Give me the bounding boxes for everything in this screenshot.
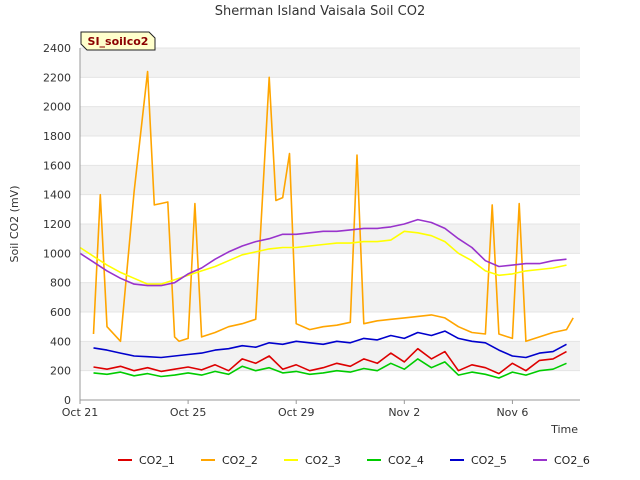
legend-item: CO2_6 <box>533 454 590 467</box>
y-tick-label: 2000 <box>43 101 71 114</box>
y-tick-label: 200 <box>50 365 71 378</box>
y-tick-label: 2200 <box>43 71 71 84</box>
series-line-co2-5 <box>93 330 567 359</box>
legend-label: CO2_2 <box>222 454 258 467</box>
grid-band <box>80 224 580 254</box>
y-tick-label: 2400 <box>43 42 71 55</box>
y-axis-ticks: 0 200 400 600 800 1000 1200 1400 1600 1800 2000 220… <box>43 42 71 407</box>
badge-box <box>80 31 156 51</box>
x-tick-label: Nov 6 <box>496 406 528 419</box>
x-tick-label: Oct 29 <box>278 406 315 419</box>
legend-item: CO2_1 <box>118 454 175 467</box>
legend-label: CO2_4 <box>388 454 424 467</box>
x-axis-label: Time <box>550 423 578 436</box>
y-tick-label: 1400 <box>43 189 71 202</box>
legend-item: CO2_3 <box>284 454 341 467</box>
grid-band <box>80 48 580 78</box>
y-tick-label: 1800 <box>43 130 71 143</box>
x-tick-label: Nov 2 <box>388 406 420 419</box>
x-tick-label: Oct 21 <box>62 406 99 419</box>
y-tick-label: 0 <box>64 394 71 407</box>
badge-label: SI_soilco2 <box>88 35 149 48</box>
legend-item: CO2_4 <box>367 454 424 467</box>
y-tick-label: 600 <box>50 306 71 319</box>
legend: CO2_1 CO2_2 CO2_3 CO2_4 CO2_5 CO2_6 <box>118 454 590 467</box>
series-lines <box>79 70 574 379</box>
series-line-co2-3 <box>79 230 567 285</box>
x-axis-ticks: Oct 21 Oct 25 Oct 29 Nov 2 Nov 6 <box>62 400 528 419</box>
y-tick-label: 800 <box>50 277 71 290</box>
legend-label: CO2_1 <box>139 454 175 467</box>
y-tick-label: 1600 <box>43 159 71 172</box>
grid-band <box>80 282 580 312</box>
legend-label: CO2_3 <box>305 454 341 467</box>
dataset-badge: SI_soilco2 <box>80 31 156 51</box>
legend-item: CO2_5 <box>450 454 507 467</box>
grid-bands <box>80 48 580 371</box>
chart-title: Sherman Island Vaisala Soil CO2 <box>215 4 425 19</box>
legend-label: CO2_6 <box>554 454 590 467</box>
grid-band <box>80 106 580 136</box>
grid-band <box>80 165 580 195</box>
y-tick-label: 400 <box>50 335 71 348</box>
series-line-co2-2 <box>92 70 574 343</box>
y-tick-label: 1000 <box>43 247 71 260</box>
series-line-co2-4 <box>93 358 567 379</box>
series-line-co2-1 <box>93 347 567 375</box>
series-line-co2-6 <box>79 218 567 287</box>
y-tick-label: 1200 <box>43 218 71 231</box>
x-tick-label: Oct 25 <box>170 406 207 419</box>
legend-item: CO2_2 <box>201 454 258 467</box>
legend-label: CO2_5 <box>471 454 507 467</box>
y-axis-label: Soil CO2 (mV) <box>8 186 21 263</box>
